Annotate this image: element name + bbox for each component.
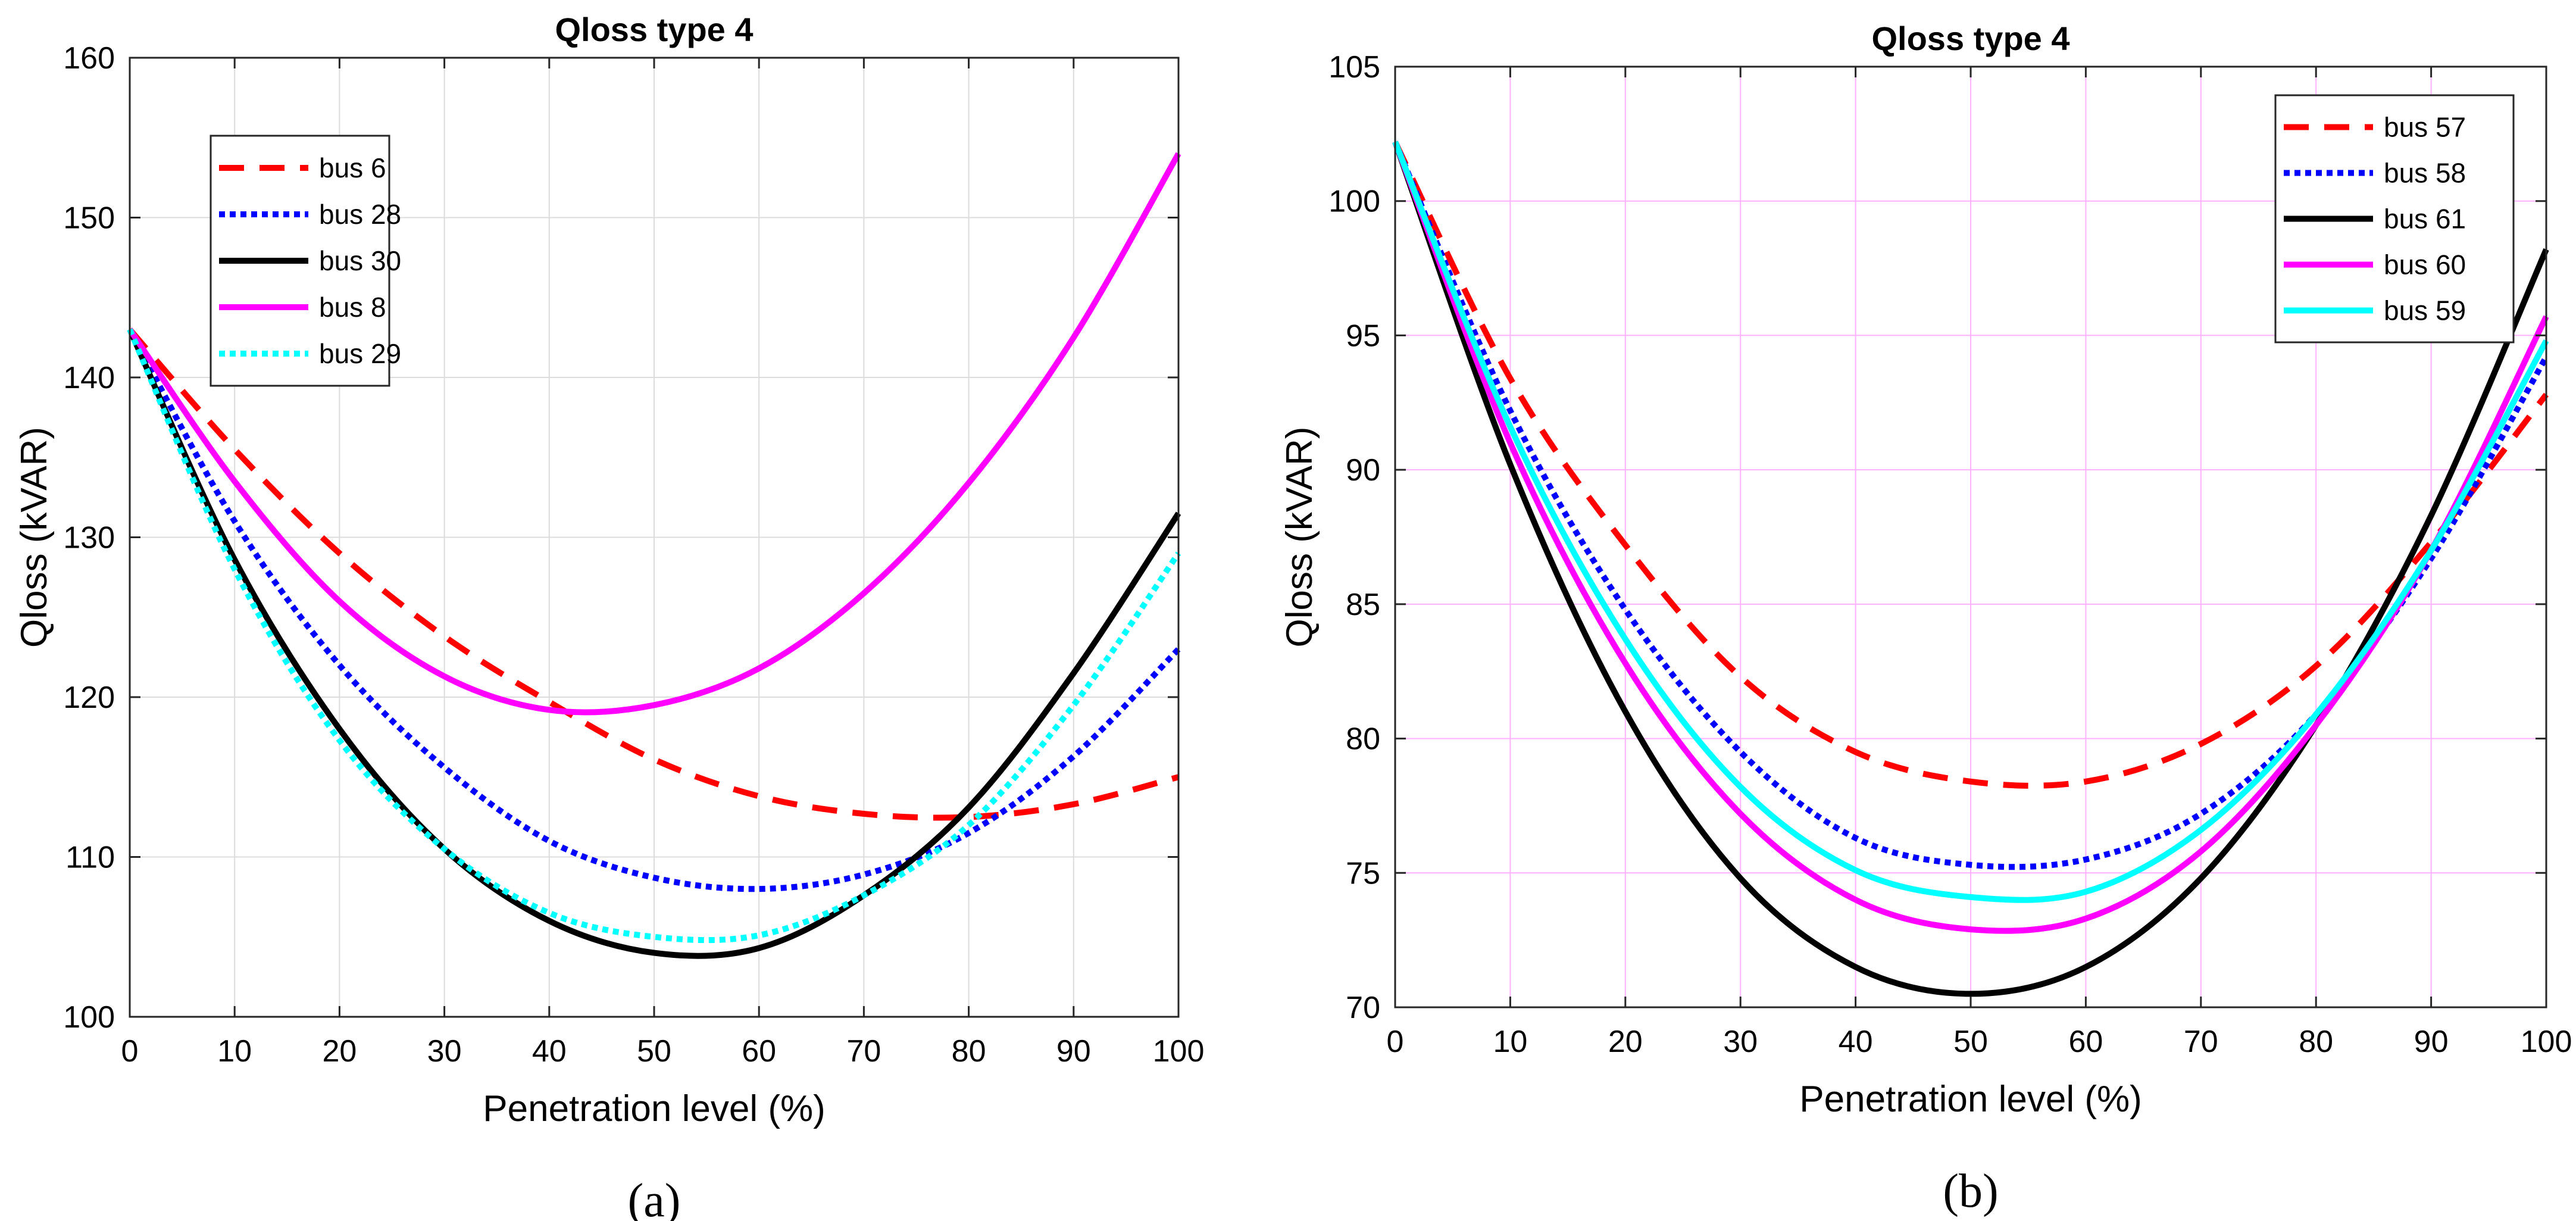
x-tick-label: 40 [532, 1034, 567, 1069]
legend: bus 57 bus 58 bus 61 bus 60 bus 59 [2274, 94, 2515, 343]
series-line-bus-28 [127, 328, 1181, 892]
y-tick-label: 85 [1346, 588, 1380, 622]
x-tick-label: 90 [1056, 1034, 1091, 1069]
x-tick-label: 40 [1839, 1025, 1873, 1059]
y-tick-label: 80 [1346, 722, 1380, 757]
x-tick-label: 20 [1608, 1025, 1643, 1059]
legend-entry: bus 61 [2384, 204, 2466, 235]
y-tick-label: 95 [1346, 318, 1380, 353]
x-tick-label: 100 [2521, 1025, 2572, 1059]
x-tick-label: 30 [427, 1034, 462, 1069]
x-tick-label: 50 [637, 1034, 671, 1069]
series-line-bus-60 [1392, 140, 2549, 934]
x-tick-label: 10 [217, 1034, 252, 1069]
legend-entry: bus 57 [2384, 112, 2466, 143]
x-tick-label: 30 [1723, 1025, 1758, 1059]
legend-entry: bus 6 [319, 152, 386, 183]
x-tick-label: 60 [2068, 1025, 2103, 1059]
legend-entry: bus 28 [319, 199, 401, 230]
x-tick-label: 50 [1953, 1025, 1988, 1059]
x-tick-label: 90 [2414, 1025, 2449, 1059]
ticks: 0 10 20 30 40 50 60 70 80 90 100 70 75 80 85 90 95 100 105 [1328, 50, 2572, 1059]
ticks: 0 10 20 30 40 50 60 70 80 90 100 100 110 120 130 140 150… [63, 41, 1204, 1069]
legend-entry: bus 60 [2384, 249, 2466, 280]
legend-entry: bus 58 [2384, 158, 2466, 189]
series-line-bus-57 [1392, 140, 2549, 789]
x-tick-label: 70 [846, 1034, 881, 1069]
chart-title: Qloss type 4 [1871, 20, 2069, 57]
x-axis-label: Penetration level (%) [1799, 1079, 2142, 1120]
y-tick-label: 160 [63, 41, 115, 76]
y-tick-label: 140 [63, 361, 115, 395]
y-tick-label: 70 [1346, 991, 1380, 1025]
series-group [127, 152, 1181, 959]
legend-entry: bus 30 [319, 245, 401, 276]
series-line-bus-6 [127, 327, 1180, 821]
y-tick-label: 90 [1346, 453, 1380, 488]
series-group [1392, 140, 2549, 997]
y-tick-label: 110 [65, 841, 115, 875]
x-tick-label: 60 [742, 1034, 776, 1069]
legend-box [2274, 94, 2515, 343]
x-tick-label: 10 [1493, 1025, 1527, 1059]
x-tick-label: 80 [952, 1034, 986, 1069]
y-tick-label: 100 [1328, 185, 1380, 219]
x-tick-label: 20 [322, 1034, 357, 1069]
y-tick-label: 75 [1346, 856, 1380, 891]
chart-panel-a: 0 10 20 30 40 50 60 70 80 90 100 100 110 120 130 140 150… [14, 11, 1204, 1221]
x-tick-label: 0 [121, 1034, 139, 1069]
y-axis-label: Qloss (kVAR) [1279, 427, 1320, 648]
x-axis-label: Penetration level (%) [483, 1088, 826, 1129]
series-line-bus-29 [127, 328, 1181, 944]
chart-panel-b: 0 10 20 30 40 50 60 70 80 90 100 70 75 80 85 90 95 100 105… [1279, 20, 2572, 1217]
y-tick-label: 100 [63, 1000, 115, 1035]
y-axis-label: Qloss (kVAR) [14, 427, 55, 648]
series-line-bus-59 [1392, 140, 2549, 903]
x-tick-label: 80 [2299, 1025, 2333, 1059]
series-line-bus-30 [127, 328, 1181, 959]
series-line-bus-61 [1392, 140, 2549, 997]
legend-entry: bus 29 [319, 338, 401, 369]
legend: bus 6 bus 28 bus 30 bus 8 bus 29 [210, 135, 401, 387]
y-tick-label: 150 [63, 201, 115, 236]
panel-label: (b) [1943, 1165, 1998, 1217]
legend-entry: bus 8 [319, 292, 386, 323]
series-line-bus-8 [127, 152, 1181, 716]
x-tick-label: 0 [1387, 1025, 1404, 1059]
legend-entry: bus 59 [2384, 295, 2466, 326]
y-tick-label: 105 [1328, 50, 1380, 85]
y-tick-label: 120 [63, 680, 115, 715]
y-tick-label: 130 [63, 521, 115, 555]
x-tick-label: 70 [2184, 1025, 2218, 1059]
panel-label: (a) [628, 1175, 681, 1221]
chart-title: Qloss type 4 [555, 11, 753, 48]
x-tick-label: 100 [1153, 1034, 1205, 1069]
